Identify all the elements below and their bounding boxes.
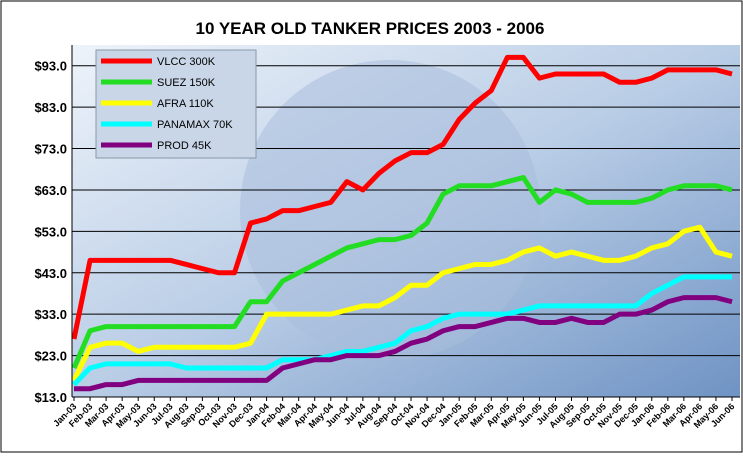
y-tick-label: $13.0 bbox=[34, 390, 67, 405]
legend-label: SUEZ 150K bbox=[157, 77, 216, 89]
y-tick-label: $23.0 bbox=[34, 349, 67, 364]
background-logo bbox=[240, 60, 540, 360]
legend-label: PANAMAX 70K bbox=[157, 119, 233, 131]
series-line bbox=[74, 295, 733, 392]
y-tick-label: $63.0 bbox=[34, 183, 67, 198]
chart-title: 10 YEAR OLD TANKER PRICES 2003 - 2006 bbox=[196, 19, 545, 38]
legend-label: VLCC 300K bbox=[157, 56, 216, 68]
y-tick-label: $43.0 bbox=[34, 266, 67, 281]
y-tick-label: $33.0 bbox=[34, 307, 67, 322]
legend: VLCC 300K SUEZ 150K AFRA 110K PANAMAX 70K PR… bbox=[95, 49, 257, 159]
series-line bbox=[71, 175, 733, 370]
legend-label: AFRA 110K bbox=[157, 98, 214, 110]
y-tick-label: $83.0 bbox=[34, 100, 67, 115]
series-line bbox=[72, 274, 732, 387]
y-tick-label: $53.0 bbox=[34, 224, 67, 239]
series-line bbox=[71, 224, 733, 382]
y-tick-label: $73.0 bbox=[34, 142, 67, 157]
lines bbox=[71, 54, 733, 392]
series-line bbox=[71, 54, 733, 340]
y-tick-label: $93.0 bbox=[34, 59, 67, 74]
legend-label: PROD 45K bbox=[157, 140, 212, 152]
